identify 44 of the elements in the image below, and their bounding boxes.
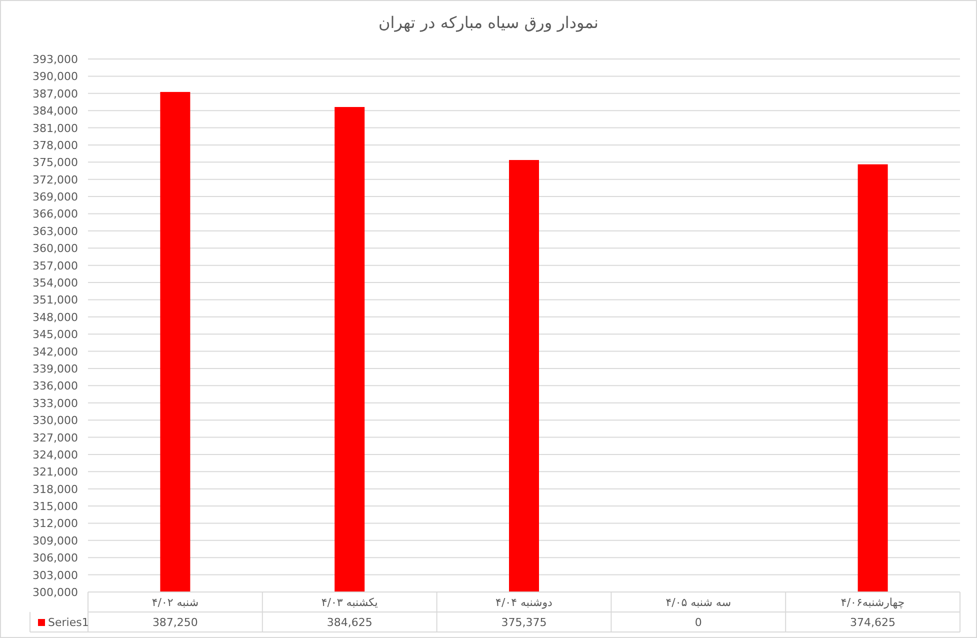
- y-tick-label: 318,000: [32, 482, 78, 496]
- x-tick-label: دوشنبه ۴/۰۴: [496, 596, 553, 609]
- y-tick-label: 327,000: [32, 431, 78, 444]
- data-label: 387,250: [152, 616, 198, 629]
- y-tick-label: 336,000: [32, 380, 78, 393]
- x-tick-label: سه شنبه ۴/۰۵: [666, 596, 732, 609]
- chart-title: نمودار ورق سیاه مبارکه در تهران: [378, 13, 598, 32]
- x-tick-label: چهارشنبه۴/۰۶: [840, 596, 905, 609]
- y-tick-label: 390,000: [32, 70, 78, 84]
- y-tick-label: 354,000: [32, 276, 78, 290]
- y-tick-label: 369,000: [32, 190, 78, 204]
- x-tick-label: یکشنبه ۴/۰۳: [321, 596, 378, 609]
- y-tick-label: 324,000: [32, 448, 78, 462]
- y-tick-label: 303,000: [32, 568, 78, 582]
- y-tick-label: 339,000: [32, 362, 78, 376]
- y-tick-label: 348,000: [32, 310, 78, 324]
- y-tick-label: 372,000: [32, 173, 78, 186]
- y-tick-label: 375,000: [32, 156, 78, 170]
- data-label: 384,625: [326, 616, 372, 629]
- y-tick-label: 300,000: [32, 586, 78, 599]
- y-tick-label: 333,000: [32, 396, 78, 410]
- x-tick-label: شنبه ۴/۰۲: [152, 596, 199, 609]
- data-label: 375,375: [501, 616, 547, 629]
- y-tick-label: 315,000: [32, 500, 78, 514]
- y-tick-label: 312,000: [32, 517, 78, 530]
- y-tick-label: 345,000: [32, 328, 78, 342]
- y-tick-label: 384,000: [32, 104, 78, 118]
- y-tick-label: 366,000: [32, 208, 78, 221]
- y-tick-label: 306,000: [32, 552, 78, 565]
- data-label: 374,625: [850, 616, 896, 629]
- y-tick-label: 342,000: [32, 345, 78, 358]
- y-tick-label: 360,000: [32, 242, 78, 256]
- y-tick-label: 363,000: [32, 224, 78, 238]
- y-tick-label: 381,000: [32, 122, 78, 135]
- y-tick-label: 387,000: [32, 87, 78, 100]
- y-tick-label: 357,000: [32, 259, 78, 272]
- y-tick-label: 330,000: [32, 414, 78, 428]
- y-tick-label: 393,000: [32, 53, 78, 66]
- y-tick-label: 378,000: [32, 138, 78, 152]
- y-tick-label: 309,000: [32, 534, 78, 548]
- y-tick-label: 351,000: [32, 294, 78, 307]
- text: 0: [694, 616, 702, 629]
- legend-label: Series1: [48, 616, 89, 629]
- y-tick-label: 321,000: [32, 466, 78, 479]
